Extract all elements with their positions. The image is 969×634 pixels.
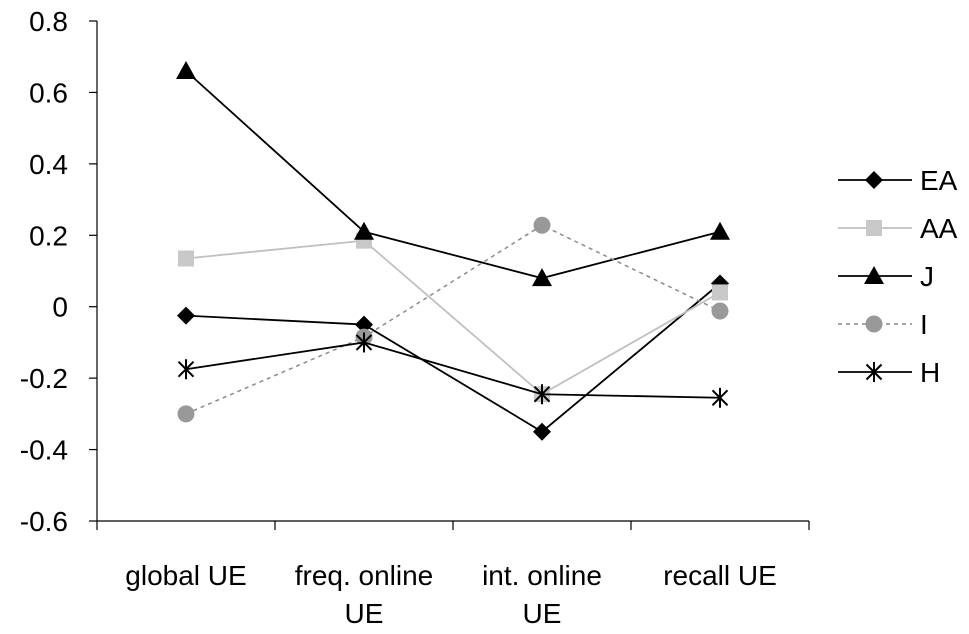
axes: 0.8 0.6 0.4 0.2 0 -0.2 -0.4 -0.6 global UE freq. … <box>20 6 810 629</box>
y-tick-label: -0.2 <box>20 363 68 394</box>
data-point-i <box>711 302 729 320</box>
x-category-label: global UE <box>125 560 246 591</box>
y-tick-label: 0.6 <box>29 77 68 108</box>
legend-item: AA <box>838 213 958 244</box>
legend-marker <box>865 315 883 333</box>
y-tick-label: 0.2 <box>29 220 68 251</box>
series-h <box>177 332 729 408</box>
data-point-ea <box>177 306 195 325</box>
series-line-ea <box>185 282 721 433</box>
series-line-j <box>185 70 721 280</box>
data-point-i <box>177 405 195 423</box>
series-j <box>176 61 730 287</box>
y-tick-label: 0.4 <box>29 149 68 180</box>
legend-item: EA <box>838 165 958 196</box>
series-ea <box>177 274 729 441</box>
legend-label: H <box>920 357 940 388</box>
data-point-aa <box>178 250 194 267</box>
data-point-h <box>533 384 551 405</box>
data-point-h <box>355 332 373 353</box>
legend-marker <box>865 362 883 382</box>
y-tick-label: -0.4 <box>20 435 68 466</box>
series-line-i <box>185 224 721 415</box>
data-point-j <box>532 268 552 287</box>
legend-label: EA <box>920 165 958 196</box>
series-aa <box>178 232 728 403</box>
series-layer <box>176 61 730 441</box>
data-point-h <box>177 359 195 380</box>
y-tick-label: -0.6 <box>20 506 68 537</box>
legend-item: J <box>838 261 934 292</box>
data-point-aa <box>712 284 728 301</box>
x-category-label: int. online UE <box>482 560 602 629</box>
y-tick-label: 0 <box>52 292 68 323</box>
data-point-j <box>176 61 196 79</box>
data-point-j <box>710 221 730 240</box>
legend-item: H <box>838 357 940 388</box>
legend: EA AA JIH <box>838 165 958 388</box>
data-point-j <box>354 221 374 240</box>
legend-item: I <box>838 309 928 340</box>
legend-marker <box>866 220 882 236</box>
series-line-aa <box>185 239 721 396</box>
data-point-ea <box>533 422 551 441</box>
legend-label: AA <box>920 213 958 244</box>
legend-marker <box>865 171 883 189</box>
y-tick-label: 0.8 <box>29 6 68 37</box>
data-point-h <box>711 387 729 408</box>
legend-label: J <box>920 261 934 292</box>
legend-label: I <box>920 309 928 340</box>
series-line-h <box>185 341 721 399</box>
x-category-label: recall UE <box>663 560 777 591</box>
data-point-ea <box>355 315 373 334</box>
data-point-i <box>533 216 551 234</box>
x-category-label: freq. online UE <box>295 560 434 629</box>
legend-marker <box>864 266 884 284</box>
